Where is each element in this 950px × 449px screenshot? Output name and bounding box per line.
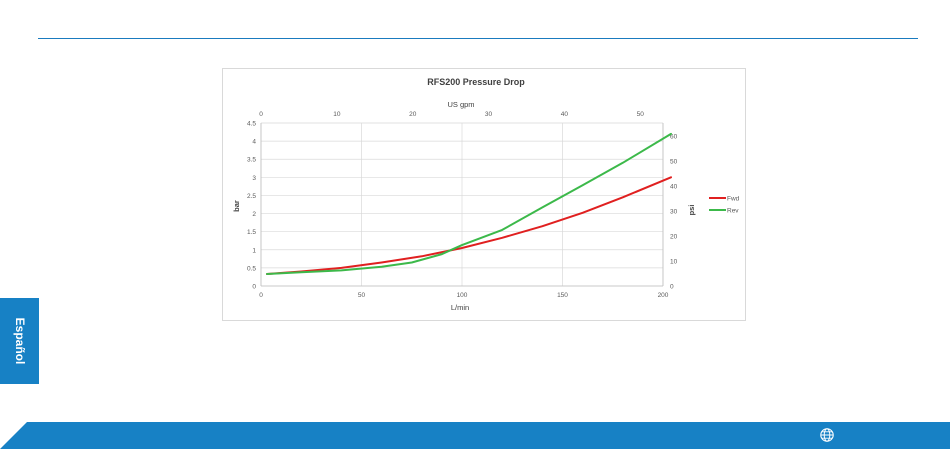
y-axis-title: bar — [232, 200, 241, 212]
y-tick-label: 2.5 — [247, 193, 256, 200]
series-line-fwd — [266, 176, 672, 275]
y-tick-label: 0 — [252, 284, 256, 291]
x-tick-label: 150 — [557, 292, 568, 299]
x2-tick-label: 10 — [333, 111, 341, 118]
y2-tick-label: 0 — [670, 284, 674, 291]
series-line-rev — [266, 132, 672, 275]
x2-axis-title: US gpm — [447, 100, 474, 109]
y-tick-label: 0.5 — [247, 265, 256, 272]
y-tick-label: 1.5 — [247, 229, 256, 236]
y2-tick-label: 50 — [670, 159, 678, 166]
x-tick-label: 50 — [358, 292, 366, 299]
footer-notch — [0, 422, 27, 449]
x-tick-label: 0 — [259, 292, 263, 299]
globe-icon[interactable] — [819, 427, 835, 443]
x2-tick-label: 50 — [637, 111, 645, 118]
y-tick-label: 3 — [252, 175, 256, 182]
y-tick-label: 4.5 — [247, 121, 256, 128]
x-axis-title: L/min — [451, 303, 469, 312]
y2-tick-label: 30 — [670, 209, 678, 216]
chart-legend: Fwd Rev — [709, 196, 740, 215]
chart-series — [266, 132, 672, 275]
top-divider — [38, 38, 918, 39]
x2-tick-label: 0 — [259, 111, 263, 118]
y2-tick-label: 10 — [670, 259, 678, 266]
legend-label-fwd: Fwd — [727, 196, 740, 203]
x-tick-label: 100 — [457, 292, 468, 299]
y-tick-label: 2 — [252, 211, 256, 218]
footer-bar — [0, 422, 950, 449]
y2-tick-label: 40 — [670, 184, 678, 191]
pressure-drop-chart: 0 0.5 1 1.5 2 2.5 3 3.5 4 4.5 0 50 100 150 200 0 10 20 30 4… — [222, 68, 746, 321]
chart-title: RFS200 Pressure Drop — [427, 77, 525, 87]
language-tab-label: Español — [12, 317, 27, 365]
x2-tick-label: 20 — [409, 111, 417, 118]
y-tick-label: 4 — [252, 139, 256, 146]
y2-axis-title: psi — [687, 205, 696, 216]
y2-tick-label: 60 — [670, 134, 678, 141]
x2-tick-label: 40 — [561, 111, 569, 118]
y-tick-label: 3.5 — [247, 157, 256, 164]
legend-label-rev: Rev — [727, 208, 739, 215]
x2-tick-label: 30 — [485, 111, 493, 118]
x-tick-label: 200 — [658, 292, 669, 299]
y2-tick-label: 20 — [670, 234, 678, 241]
language-tab[interactable]: Español — [0, 298, 39, 384]
y-tick-label: 1 — [252, 247, 256, 254]
